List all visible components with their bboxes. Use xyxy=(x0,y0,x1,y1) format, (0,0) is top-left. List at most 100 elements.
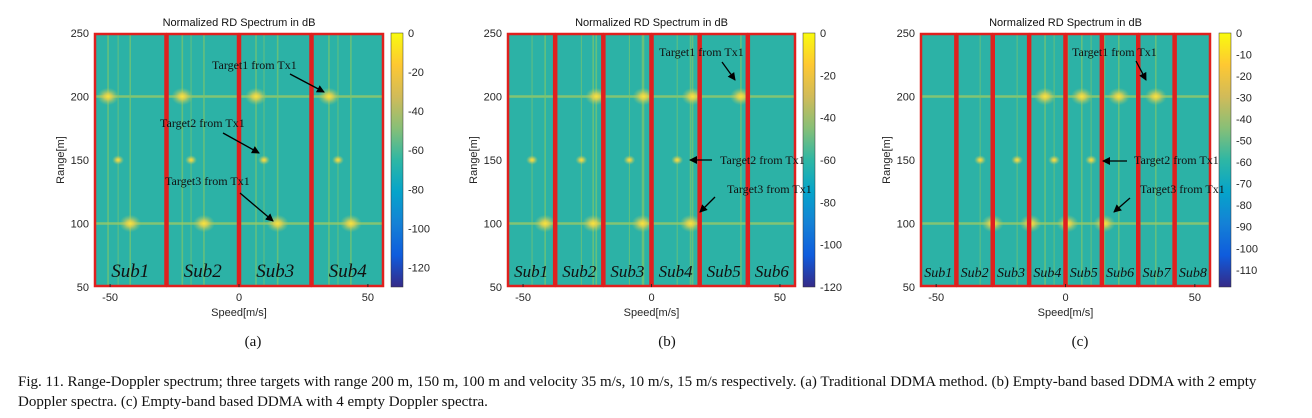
peak-mark xyxy=(171,87,194,106)
target-annotation: Target1 from Tx1 xyxy=(659,45,744,59)
peak-mark xyxy=(1085,155,1098,165)
peak-mark xyxy=(623,155,636,165)
peak-mark xyxy=(526,155,539,165)
y-tick-label: 200 xyxy=(897,92,915,104)
y-tick-label: 50 xyxy=(77,282,89,294)
annotation-arrow xyxy=(699,196,716,213)
subband-label: Sub4 xyxy=(1033,266,1061,281)
x-axis-label: Speed[m/s] xyxy=(1038,307,1094,319)
annotation-arrow xyxy=(1135,60,1147,81)
subband-box xyxy=(166,32,240,288)
x-tick-label: 50 xyxy=(774,292,786,304)
subband-box xyxy=(1065,32,1103,288)
subband-label: Sub5 xyxy=(1070,266,1098,281)
target-annotation: Target2 from Tx1 xyxy=(720,153,805,167)
peak-mark xyxy=(679,214,702,233)
subband-label: Sub6 xyxy=(755,262,790,281)
peak-mark xyxy=(534,214,557,233)
subband-box xyxy=(747,32,797,288)
colorbar-tick-label: -40 xyxy=(1236,114,1252,126)
peak-mark xyxy=(671,155,684,165)
subband-label: Sub1 xyxy=(924,266,952,281)
y-tick-label: 50 xyxy=(903,282,915,294)
peak-mark xyxy=(1011,155,1024,165)
subband-box xyxy=(919,32,957,288)
subband-box xyxy=(992,32,1030,288)
subband-label: Sub4 xyxy=(329,261,368,282)
target-annotation: Target3 from Tx1 xyxy=(1140,182,1225,196)
colorbar-tick-label: -80 xyxy=(820,197,836,209)
subband-label: Sub2 xyxy=(961,266,989,281)
colorbar-tick-label: -30 xyxy=(1236,93,1252,105)
peak-mark xyxy=(192,214,215,233)
y-tick-label: 100 xyxy=(71,219,89,231)
peak-mark xyxy=(331,155,344,165)
panel-label: (b) xyxy=(658,334,676,350)
subband-box xyxy=(1174,32,1212,288)
peak-mark xyxy=(582,214,605,233)
subband-label: Sub7 xyxy=(1142,266,1171,281)
colorbar-tick-label: 0 xyxy=(820,28,826,40)
panel-a: Sub1 Sub2 Sub3 Sub4 -50 0 50 50 100 150 200 250 Norm… xyxy=(55,17,430,350)
x-tick-label: 0 xyxy=(1062,292,1068,304)
subband-label: Sub4 xyxy=(659,262,694,281)
x-tick-label: -50 xyxy=(102,292,118,304)
y-tick-label: 50 xyxy=(490,282,502,294)
peak-mark xyxy=(112,155,125,165)
y-tick-label: 250 xyxy=(484,28,502,40)
peak-mark xyxy=(1093,214,1116,233)
target-annotation: Target1 from Tx1 xyxy=(1072,45,1157,59)
annotation-arrow xyxy=(289,73,325,93)
chart-title: Normalized RD Spectrum in dB xyxy=(575,17,728,29)
subband-label: Sub6 xyxy=(1106,266,1134,281)
y-axis-label: Range[m] xyxy=(55,136,67,184)
peak-mark xyxy=(97,87,120,106)
target-annotation: Target2 from Tx1 xyxy=(1134,153,1219,167)
y-tick-label: 150 xyxy=(897,155,915,167)
y-tick-label: 250 xyxy=(71,28,89,40)
annotation-arrow xyxy=(1113,197,1131,213)
chart-title: Normalized RD Spectrum in dB xyxy=(163,17,316,29)
peak-mark xyxy=(185,155,198,165)
peak-mark xyxy=(119,214,142,233)
colorbar-tick-label: -20 xyxy=(1236,71,1252,83)
subband-label: Sub2 xyxy=(562,262,597,281)
colorbar xyxy=(1218,32,1232,288)
peak-mark xyxy=(632,87,655,106)
subband-label: Sub5 xyxy=(707,262,741,281)
panel-label: (a) xyxy=(245,334,262,350)
peak-mark xyxy=(245,87,268,106)
colorbar-tick-label: -20 xyxy=(408,67,424,79)
subband-label: Sub3 xyxy=(997,266,1025,281)
colorbar-tick-label: -60 xyxy=(820,155,836,167)
subband-box xyxy=(603,32,652,288)
subband-box xyxy=(554,32,604,288)
colorbar-tick-label: 0 xyxy=(1236,28,1242,40)
colorbar-tick-label: -10 xyxy=(1236,50,1252,62)
peak-mark xyxy=(1107,87,1130,106)
colorbar xyxy=(802,32,816,288)
colorbar-tick-label: -100 xyxy=(820,240,842,252)
peak-mark xyxy=(266,214,289,233)
subband-box xyxy=(238,32,312,288)
figure-caption: Fig. 11. Range-Doppler spectrum; three t… xyxy=(18,374,1257,410)
colorbar-tick-label: -20 xyxy=(820,70,836,82)
colorbar-tick-label: -40 xyxy=(408,106,424,118)
colorbar-tick-label: -100 xyxy=(408,223,430,235)
peak-mark xyxy=(974,155,987,165)
x-axis-label: Speed[m/s] xyxy=(624,307,680,319)
panel-b: Sub1 Sub2 Sub3 Sub4 Sub5 Sub6 -50 0 50 50 100 150 20… xyxy=(468,17,842,350)
subband-box xyxy=(1138,32,1175,288)
colorbar-tick-label: -120 xyxy=(408,262,430,274)
colorbar-tick-label: -90 xyxy=(1236,222,1252,234)
subband-label: Sub3 xyxy=(256,261,294,282)
x-tick-label: 50 xyxy=(1189,292,1201,304)
y-tick-label: 100 xyxy=(484,219,502,231)
colorbar-tick-label: -50 xyxy=(1236,136,1252,148)
colorbar-tick-label: -80 xyxy=(408,184,424,196)
x-tick-label: -50 xyxy=(515,292,531,304)
y-tick-label: 100 xyxy=(897,219,915,231)
annotation-arrow xyxy=(239,192,274,222)
y-tick-label: 200 xyxy=(71,92,89,104)
colorbar-tick-label: 0 xyxy=(408,28,414,40)
